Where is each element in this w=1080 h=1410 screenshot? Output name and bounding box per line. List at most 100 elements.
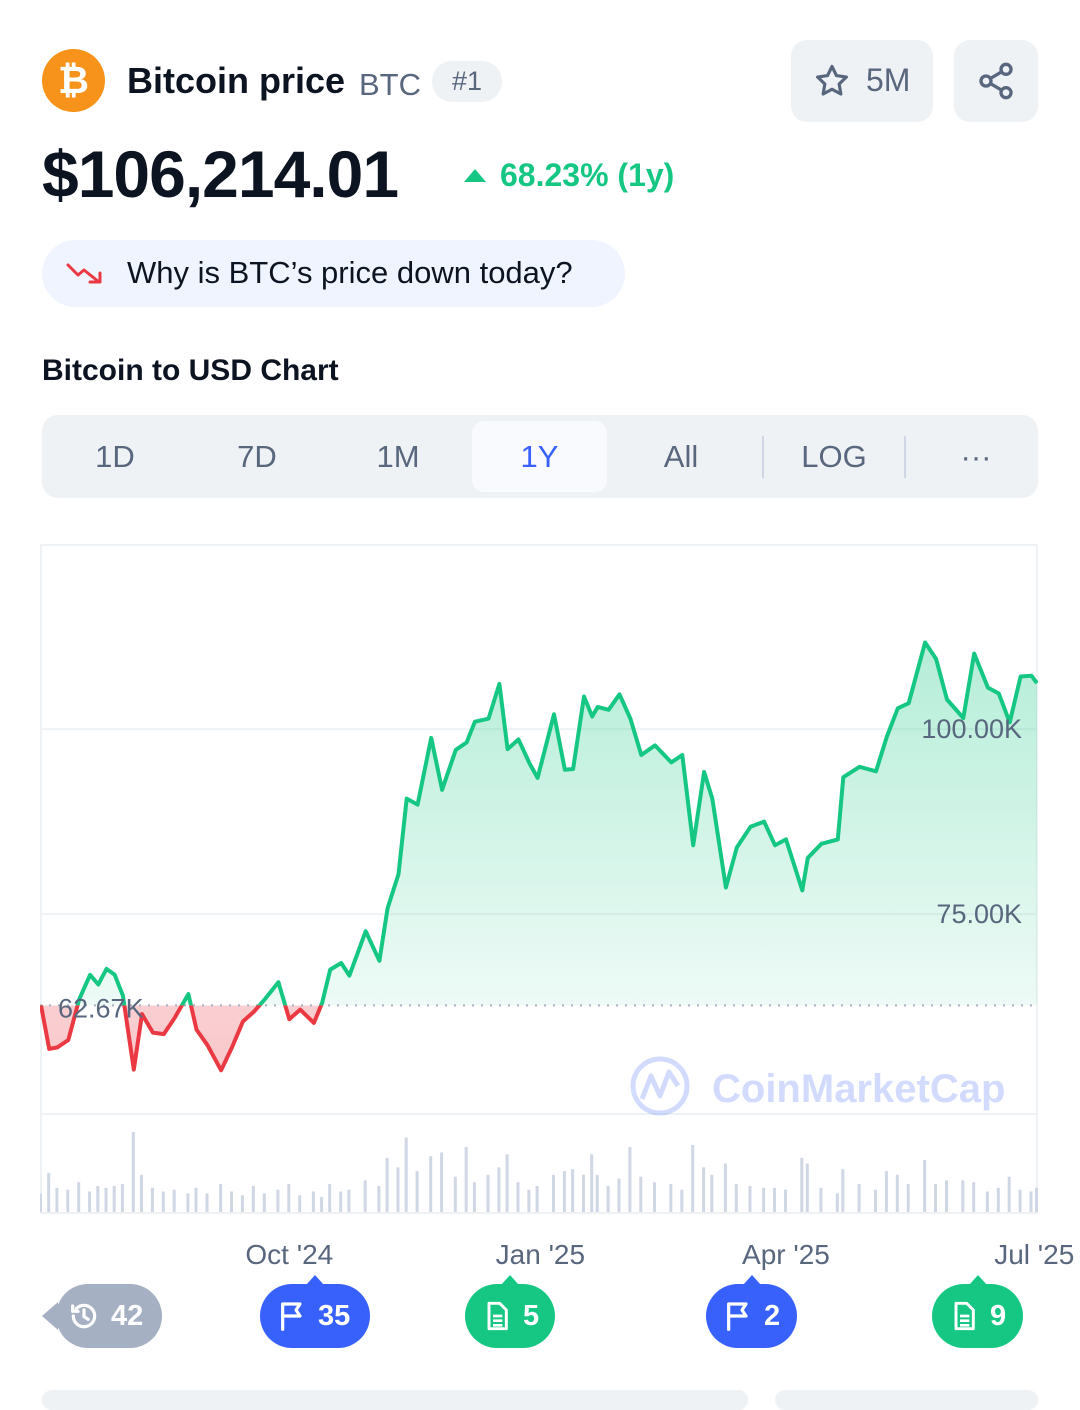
volume-bar: [298, 1195, 302, 1212]
chart-range-tabs: 1D 7D 1M 1Y All LOG ···: [42, 415, 1038, 498]
x-tick-label: Jul '25: [994, 1239, 1075, 1270]
watermark-text: CoinMarketCap: [712, 1067, 1005, 1111]
volume-bar: [1029, 1191, 1033, 1212]
volume-bar: [835, 1193, 839, 1212]
more-options-button[interactable]: ···: [960, 439, 992, 474]
tab-divider: [762, 436, 764, 478]
star-icon: [816, 64, 848, 96]
tab-1d[interactable]: 1D: [95, 439, 135, 474]
volume-bar: [923, 1159, 927, 1212]
current-price: $106,214.01: [42, 137, 399, 211]
volume-bar: [734, 1184, 738, 1212]
news-flag-badge[interactable]: 2: [706, 1275, 797, 1348]
volume-bar: [112, 1186, 116, 1212]
flag-count: 35: [318, 1300, 351, 1332]
volume-bar: [934, 1184, 937, 1212]
document-count: 5: [523, 1300, 540, 1332]
volume-bar: [805, 1163, 809, 1212]
volume-bar: [516, 1182, 520, 1212]
volume-bar: [339, 1191, 343, 1212]
volume-bar: [702, 1167, 706, 1212]
volume-bar: [874, 1189, 877, 1212]
volume-bar: [347, 1189, 351, 1212]
caret-up-icon: [464, 169, 486, 182]
volume-bar: [710, 1174, 714, 1212]
coinmarketcap-watermark: CoinMarketCap: [630, 1056, 1005, 1116]
y-tick-label: 75.00K: [936, 899, 1022, 929]
watchlist-count: 5M: [866, 62, 911, 98]
volume-bar: [55, 1187, 59, 1212]
tab-1y[interactable]: 1Y: [472, 421, 607, 492]
volume-bar: [784, 1189, 787, 1212]
watchlist-button[interactable]: 5M: [791, 40, 933, 122]
document-badge[interactable]: 9: [932, 1275, 1023, 1348]
volume-bar: [773, 1187, 776, 1212]
volume-bar: [96, 1186, 100, 1212]
volume-bar: [88, 1191, 92, 1212]
volume-bar: [251, 1186, 255, 1212]
x-tick-label: Jan '25: [495, 1239, 586, 1270]
volume-bar: [800, 1158, 804, 1212]
share-icon: [979, 62, 1013, 100]
next-section-card: [42, 1390, 748, 1410]
volume-bar: [680, 1189, 684, 1212]
tab-divider: [904, 436, 906, 478]
volume-bar: [230, 1191, 233, 1212]
history-icon: [71, 1303, 97, 1329]
flag-count: 2: [764, 1300, 781, 1332]
volume-bar: [884, 1171, 888, 1212]
price-chart-svg: CoinMarketCap 100.00K 75.00K 62.67K: [40, 640, 1038, 1212]
volume-bar: [691, 1145, 695, 1212]
volume-bar: [363, 1180, 367, 1212]
volume-bar: [669, 1184, 673, 1212]
volume-bar: [590, 1154, 594, 1212]
volume-bar: [571, 1169, 575, 1212]
price-change-percent: 68.23% (1y): [500, 157, 675, 193]
rank-badge: #1: [432, 61, 503, 102]
share-button[interactable]: [954, 40, 1038, 122]
volume-bar: [150, 1187, 154, 1212]
coin-symbol: BTC: [359, 67, 421, 102]
volume-bar: [639, 1176, 643, 1212]
volume-bar: [464, 1146, 468, 1212]
volume-bar: [582, 1174, 585, 1212]
volume-bar: [104, 1187, 108, 1212]
volume-bar: [906, 1184, 910, 1212]
tab-7d[interactable]: 7D: [237, 439, 277, 474]
history-count: 42: [111, 1300, 144, 1332]
volume-bar: [396, 1167, 400, 1212]
volume-bar: [429, 1156, 433, 1212]
price-insight-button[interactable]: Why is BTC’s price down today?: [42, 240, 625, 307]
price-insight-text: Why is BTC’s price down today?: [127, 255, 573, 290]
document-count: 9: [990, 1300, 1007, 1332]
price-area-up: [41, 642, 1037, 1006]
trend-down-icon: [66, 263, 102, 284]
tab-1m[interactable]: 1M: [376, 439, 420, 474]
volume-bar: [47, 1172, 51, 1212]
next-section-card: [775, 1390, 1038, 1410]
volume-bar: [404, 1137, 408, 1212]
document-badge[interactable]: 5: [465, 1275, 555, 1348]
flag-icon: [281, 1302, 302, 1331]
history-badge-pointer: [42, 1302, 58, 1330]
volume-bar: [205, 1193, 209, 1212]
bitcoin-logo-icon: ₿: [42, 49, 105, 112]
volume-bar: [311, 1191, 315, 1212]
volume-bar: [66, 1189, 70, 1212]
volume-bar: [819, 1187, 823, 1212]
volume-bar: [131, 1132, 135, 1212]
news-flag-badge[interactable]: 35: [260, 1275, 370, 1348]
volume-bar: [120, 1184, 124, 1212]
volume-bar: [1018, 1189, 1022, 1212]
tab-log[interactable]: LOG: [801, 439, 867, 474]
volume-bar: [472, 1182, 476, 1212]
volume-bar: [40, 1193, 42, 1212]
volume-bar: [841, 1169, 845, 1212]
volume-bar: [945, 1180, 948, 1212]
history-events-badge[interactable]: 42: [56, 1284, 162, 1348]
tab-all[interactable]: All: [663, 439, 699, 474]
volume-bar: [1035, 1187, 1038, 1212]
volume-bar: [219, 1184, 223, 1212]
volume-bar: [895, 1174, 899, 1212]
volume-bar: [377, 1186, 381, 1212]
